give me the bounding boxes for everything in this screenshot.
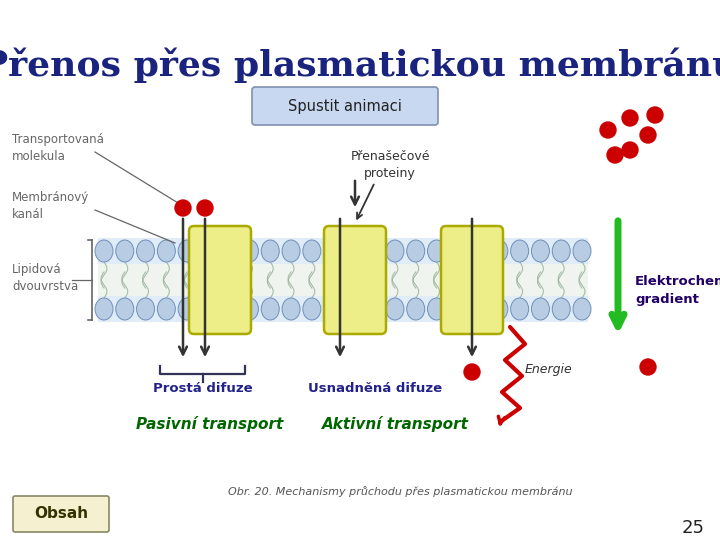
Ellipse shape [365, 298, 383, 320]
Ellipse shape [323, 240, 341, 262]
Ellipse shape [449, 240, 467, 262]
Circle shape [600, 122, 616, 138]
Text: Přenos přes plasmatickou membránu: Přenos přes plasmatickou membránu [0, 47, 720, 83]
Ellipse shape [116, 240, 134, 262]
Ellipse shape [531, 240, 549, 262]
Ellipse shape [137, 298, 155, 320]
FancyBboxPatch shape [324, 226, 386, 334]
Text: 25: 25 [682, 519, 705, 537]
Ellipse shape [261, 240, 279, 262]
Circle shape [197, 200, 213, 216]
Ellipse shape [407, 298, 425, 320]
Ellipse shape [116, 298, 134, 320]
Ellipse shape [158, 240, 176, 262]
Ellipse shape [428, 240, 446, 262]
Ellipse shape [323, 298, 341, 320]
Ellipse shape [158, 298, 176, 320]
Text: Elektrochemický
gradient: Elektrochemický gradient [635, 274, 720, 306]
Text: Transportovaná
molekula: Transportovaná molekula [12, 133, 104, 163]
Ellipse shape [365, 240, 383, 262]
Ellipse shape [469, 298, 487, 320]
Text: Lipidová
dvouvrstva: Lipidová dvouvrstva [12, 263, 78, 293]
Ellipse shape [178, 298, 196, 320]
FancyBboxPatch shape [13, 496, 109, 532]
Text: Prostá difuze: Prostá difuze [153, 382, 252, 395]
Ellipse shape [449, 298, 467, 320]
Text: Obsah: Obsah [34, 507, 88, 522]
Circle shape [640, 127, 656, 143]
FancyBboxPatch shape [252, 87, 438, 125]
Circle shape [640, 359, 656, 375]
Circle shape [647, 107, 663, 123]
Ellipse shape [531, 298, 549, 320]
Text: Membránový
kanál: Membránový kanál [12, 191, 89, 221]
Ellipse shape [199, 298, 217, 320]
FancyBboxPatch shape [189, 226, 251, 334]
Ellipse shape [178, 240, 196, 262]
Ellipse shape [220, 298, 238, 320]
Text: Pasivní transport: Pasivní transport [136, 416, 284, 432]
Ellipse shape [303, 298, 321, 320]
Ellipse shape [469, 240, 487, 262]
FancyBboxPatch shape [98, 238, 588, 322]
Text: Spustit animaci: Spustit animaci [288, 98, 402, 113]
Circle shape [622, 142, 638, 158]
Ellipse shape [490, 298, 508, 320]
Ellipse shape [344, 298, 362, 320]
Ellipse shape [573, 298, 591, 320]
Ellipse shape [261, 298, 279, 320]
Ellipse shape [510, 240, 528, 262]
Circle shape [175, 200, 191, 216]
Ellipse shape [199, 240, 217, 262]
Ellipse shape [386, 240, 404, 262]
FancyBboxPatch shape [98, 264, 588, 296]
Circle shape [464, 364, 480, 380]
Ellipse shape [428, 298, 446, 320]
Text: Přenašečové
proteiny: Přenašečové proteiny [350, 150, 430, 180]
Text: Energie: Energie [525, 363, 572, 376]
Ellipse shape [240, 240, 258, 262]
Ellipse shape [573, 240, 591, 262]
Text: Usnadněná difuze: Usnadněná difuze [308, 382, 442, 395]
Circle shape [607, 147, 623, 163]
Text: Aktivní transport: Aktivní transport [322, 416, 469, 432]
Ellipse shape [95, 298, 113, 320]
Ellipse shape [282, 240, 300, 262]
Ellipse shape [490, 240, 508, 262]
Ellipse shape [303, 240, 321, 262]
Ellipse shape [240, 298, 258, 320]
Ellipse shape [552, 240, 570, 262]
Ellipse shape [552, 298, 570, 320]
Ellipse shape [344, 240, 362, 262]
Ellipse shape [510, 298, 528, 320]
Ellipse shape [137, 240, 155, 262]
Ellipse shape [95, 240, 113, 262]
Ellipse shape [386, 298, 404, 320]
Circle shape [622, 110, 638, 126]
Ellipse shape [407, 240, 425, 262]
FancyBboxPatch shape [441, 226, 503, 334]
Text: Obr. 20. Mechanismy průchodu přes plasmatickou membránu: Obr. 20. Mechanismy průchodu přes plasma… [228, 487, 572, 497]
Ellipse shape [220, 240, 238, 262]
Ellipse shape [282, 298, 300, 320]
